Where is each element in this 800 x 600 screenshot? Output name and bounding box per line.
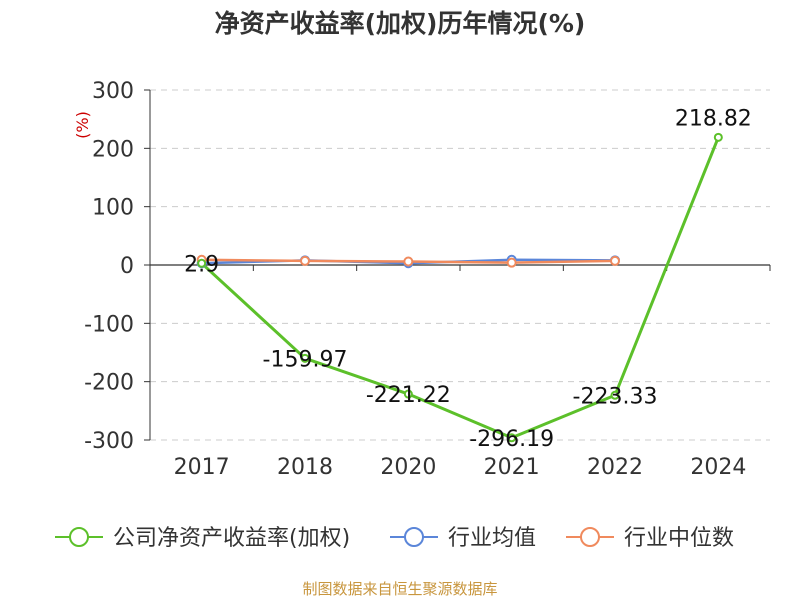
series-line [200, 136, 720, 440]
data-label: -296.19 [469, 427, 554, 452]
x-tick-label: 2017 [174, 455, 230, 480]
y-tick-label: 300 [92, 79, 134, 104]
legend-marker [580, 527, 600, 547]
legend-label: 公司净资产收益率(加权) [113, 526, 350, 551]
x-tick-label: 2020 [380, 455, 436, 480]
data-labels: 2.9 -159.97 -221.22 -296.19 -223.33 218.82 [184, 106, 752, 451]
axes [144, 89, 771, 441]
data-point [610, 390, 620, 400]
data-point [506, 257, 517, 268]
y-tick-label: -100 [84, 312, 134, 337]
legend: 公司净资产收益率(加权) 行业均值 行业中位数 [55, 526, 734, 551]
data-label: -159.97 [263, 347, 348, 372]
x-tick-labels: 2017 2018 2020 2021 2022 2024 [174, 455, 747, 480]
series-points [196, 132, 723, 443]
data-point [300, 255, 310, 266]
y-tick-labels: 300 200 100 0 -100 -200 -300 [84, 79, 134, 454]
legend-label: 行业均值 [448, 526, 536, 551]
legend-label: 行业中位数 [624, 526, 734, 551]
data-label: 218.82 [675, 106, 752, 131]
chart-title: 净资产收益率(加权)历年情况(%) [215, 9, 586, 38]
source-note: 制图数据来自恒生聚源数据库 [302, 580, 497, 598]
x-tick-label: 2021 [484, 455, 540, 480]
data-point [300, 353, 310, 363]
y-tick-label: 0 [120, 254, 134, 279]
x-tick-label: 2022 [587, 455, 643, 480]
data-label: -221.22 [366, 383, 451, 408]
data-label: 2.9 [184, 252, 219, 277]
x-tick-label: 2024 [690, 455, 746, 480]
data-point [507, 433, 517, 443]
data-point [403, 389, 413, 399]
data-point [403, 256, 414, 267]
legend-marker [404, 527, 424, 547]
y-tick-label: -200 [84, 371, 134, 396]
x-tick-label: 2018 [277, 455, 333, 480]
gridlines [150, 89, 770, 441]
y-axis-unit: (%) [73, 111, 92, 139]
data-point [610, 255, 620, 266]
legend-marker [69, 527, 89, 547]
data-point [713, 132, 723, 142]
y-tick-label: -300 [84, 429, 134, 454]
y-tick-label: 200 [92, 137, 134, 162]
data-label: -223.33 [573, 384, 658, 409]
data-point [197, 258, 207, 268]
y-tick-label: 100 [92, 196, 134, 221]
